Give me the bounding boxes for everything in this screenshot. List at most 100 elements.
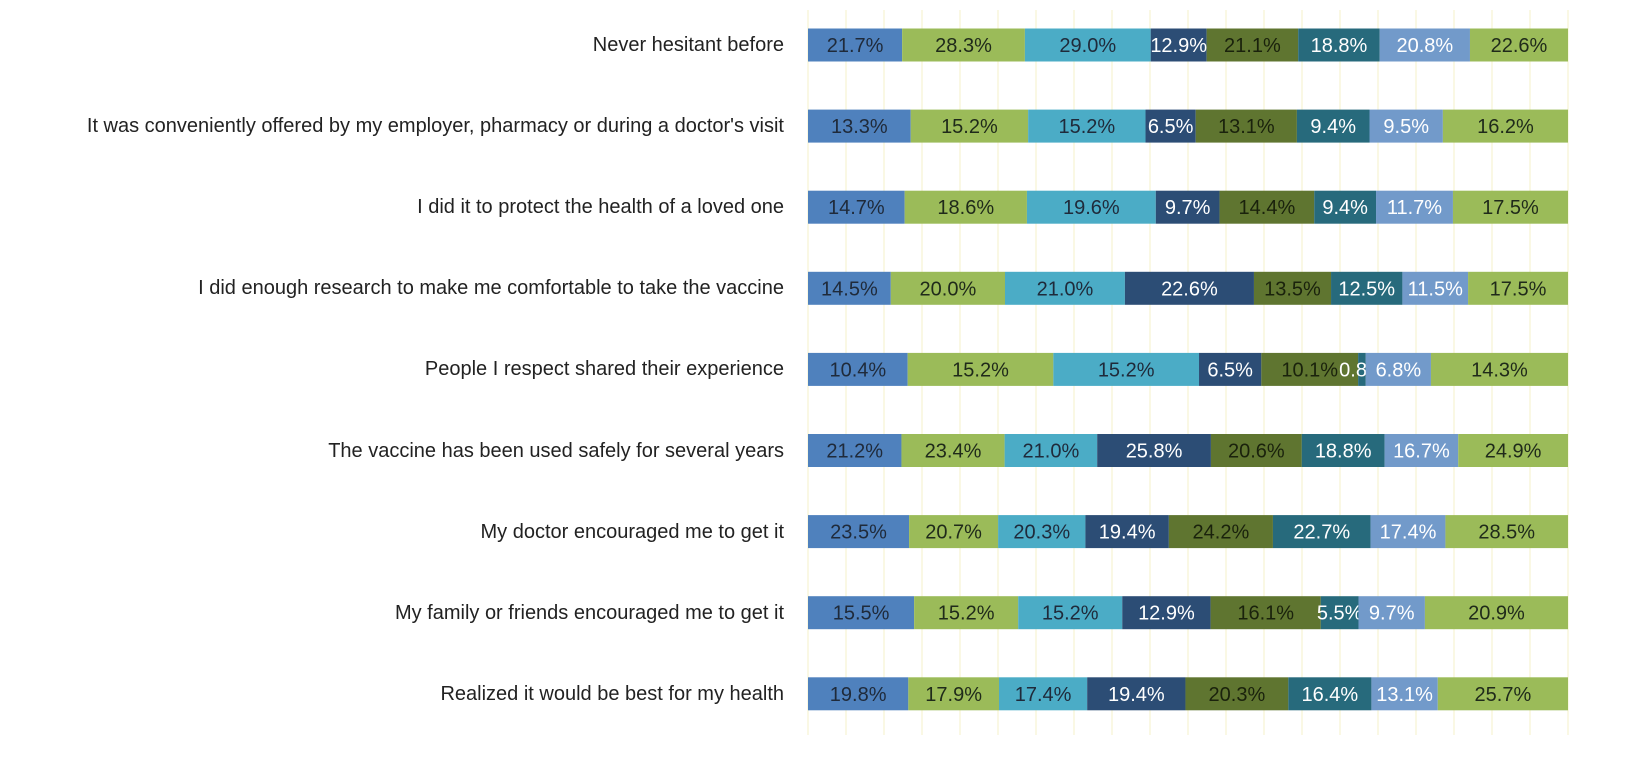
data-label: 20.3% [1013,522,1070,544]
bar-segment [998,515,1086,549]
bar-segment [909,515,999,549]
bar-segment [1150,28,1207,62]
bar-segment [808,352,908,386]
data-label: 15.2% [1042,603,1099,625]
data-label: 25.7% [1475,684,1532,706]
bar-segment [1087,677,1186,711]
bar-segment [1004,434,1098,467]
bar-segment [1301,434,1385,467]
data-label: 17.4% [1015,684,1072,706]
bar-segment [1442,109,1568,143]
bar-segment [1320,596,1359,630]
data-label: 19.6% [1063,197,1120,219]
y-tick-label: I did enough research to make me comfort… [198,277,784,300]
data-label: 17.4% [1380,522,1437,544]
data-label: 12.9% [1150,35,1207,57]
bar-segment [808,515,910,549]
data-label: 6.8% [1376,359,1422,381]
data-label: 13.1% [1376,684,1433,706]
bar-segment [999,677,1088,711]
data-label: 25.8% [1126,441,1183,463]
data-label: 18.8% [1315,441,1372,463]
bar-segment [1371,677,1438,711]
data-label: 16.4% [1302,684,1359,706]
data-label: 28.5% [1478,522,1535,544]
data-label: 14.4% [1239,197,1296,219]
data-label: 15.2% [1058,116,1115,138]
bar-segment [908,677,1000,711]
data-label: 17.5% [1482,197,1539,219]
bar-segment [1024,28,1151,62]
data-label: 17.9% [925,684,982,706]
bar-segment [1124,271,1254,305]
data-label: 15.2% [952,359,1009,381]
bar-segment [808,28,903,62]
data-label: 16.7% [1393,441,1450,463]
bar-segment [914,596,1019,630]
data-label: 20.0% [920,278,977,300]
bar-segment [1210,434,1302,467]
bar-segment [1331,271,1403,305]
data-label: 6.5% [1148,116,1194,138]
data-label: 20.7% [925,522,982,544]
bar-segment [1219,190,1315,224]
bar-segment [1298,28,1380,62]
data-label: 20.3% [1209,684,1266,706]
bar-segment [1376,190,1453,224]
bar-segment [1365,352,1431,386]
data-label: 9.7% [1165,197,1211,219]
data-label: 6.5% [1207,359,1253,381]
data-label: 15.2% [1098,359,1155,381]
data-label: 10.4% [829,359,886,381]
y-tick-label: Never hesitant before [592,34,784,56]
bar-segment [904,190,1027,224]
data-label: 21.2% [826,441,883,463]
y-tick-label: It was conveniently offered by my employ… [86,115,784,138]
data-label: 23.5% [830,522,887,544]
data-label: 21.0% [1023,441,1080,463]
bar-segment [1145,109,1196,143]
data-label: 14.7% [828,197,885,219]
data-label: 19.4% [1108,684,1165,706]
bar-segment [1122,596,1211,630]
bar-segment [1272,515,1371,549]
data-label: 24.2% [1193,522,1250,544]
bar-segment [1458,434,1568,467]
bar-segment [1468,271,1568,305]
data-label: 22.6% [1161,278,1218,300]
bar-segment [1028,109,1146,143]
bar-segment [1004,271,1125,305]
bar-segment [1369,109,1443,143]
bar-segment [808,190,905,224]
bar-segment [1206,28,1299,62]
data-label: 9.4% [1322,197,1368,219]
data-label: 17.5% [1490,278,1547,300]
bar-segment [808,596,915,630]
data-label: 28.3% [935,35,992,57]
bar-segment [1185,677,1289,711]
data-label: 16.1% [1237,603,1294,625]
bar-segment [808,434,902,467]
data-label: 18.8% [1311,35,1368,57]
data-label: 13.3% [831,116,888,138]
data-label: 13.1% [1218,116,1275,138]
bar-segment [808,271,891,305]
bar-segment [808,109,911,143]
data-label: 13.5% [1264,278,1321,300]
bar-segment [1424,596,1568,630]
data-label: 14.5% [821,278,878,300]
data-label: 24.9% [1485,441,1542,463]
bar-segment [1288,677,1372,711]
data-label: 15.2% [938,603,995,625]
bar-segment [1445,515,1568,549]
data-label: 20.6% [1228,441,1285,463]
data-label: 22.6% [1491,35,1548,57]
data-label: 15.2% [941,116,998,138]
y-tick-label: I did it to protect the health of a love… [417,196,784,219]
data-label: 14.3% [1471,359,1528,381]
data-label: 22.7% [1293,522,1350,544]
bar-segment [1437,677,1568,711]
bar-segment [1053,352,1200,386]
y-tick-label: My family or friends encouraged me to ge… [394,601,784,624]
